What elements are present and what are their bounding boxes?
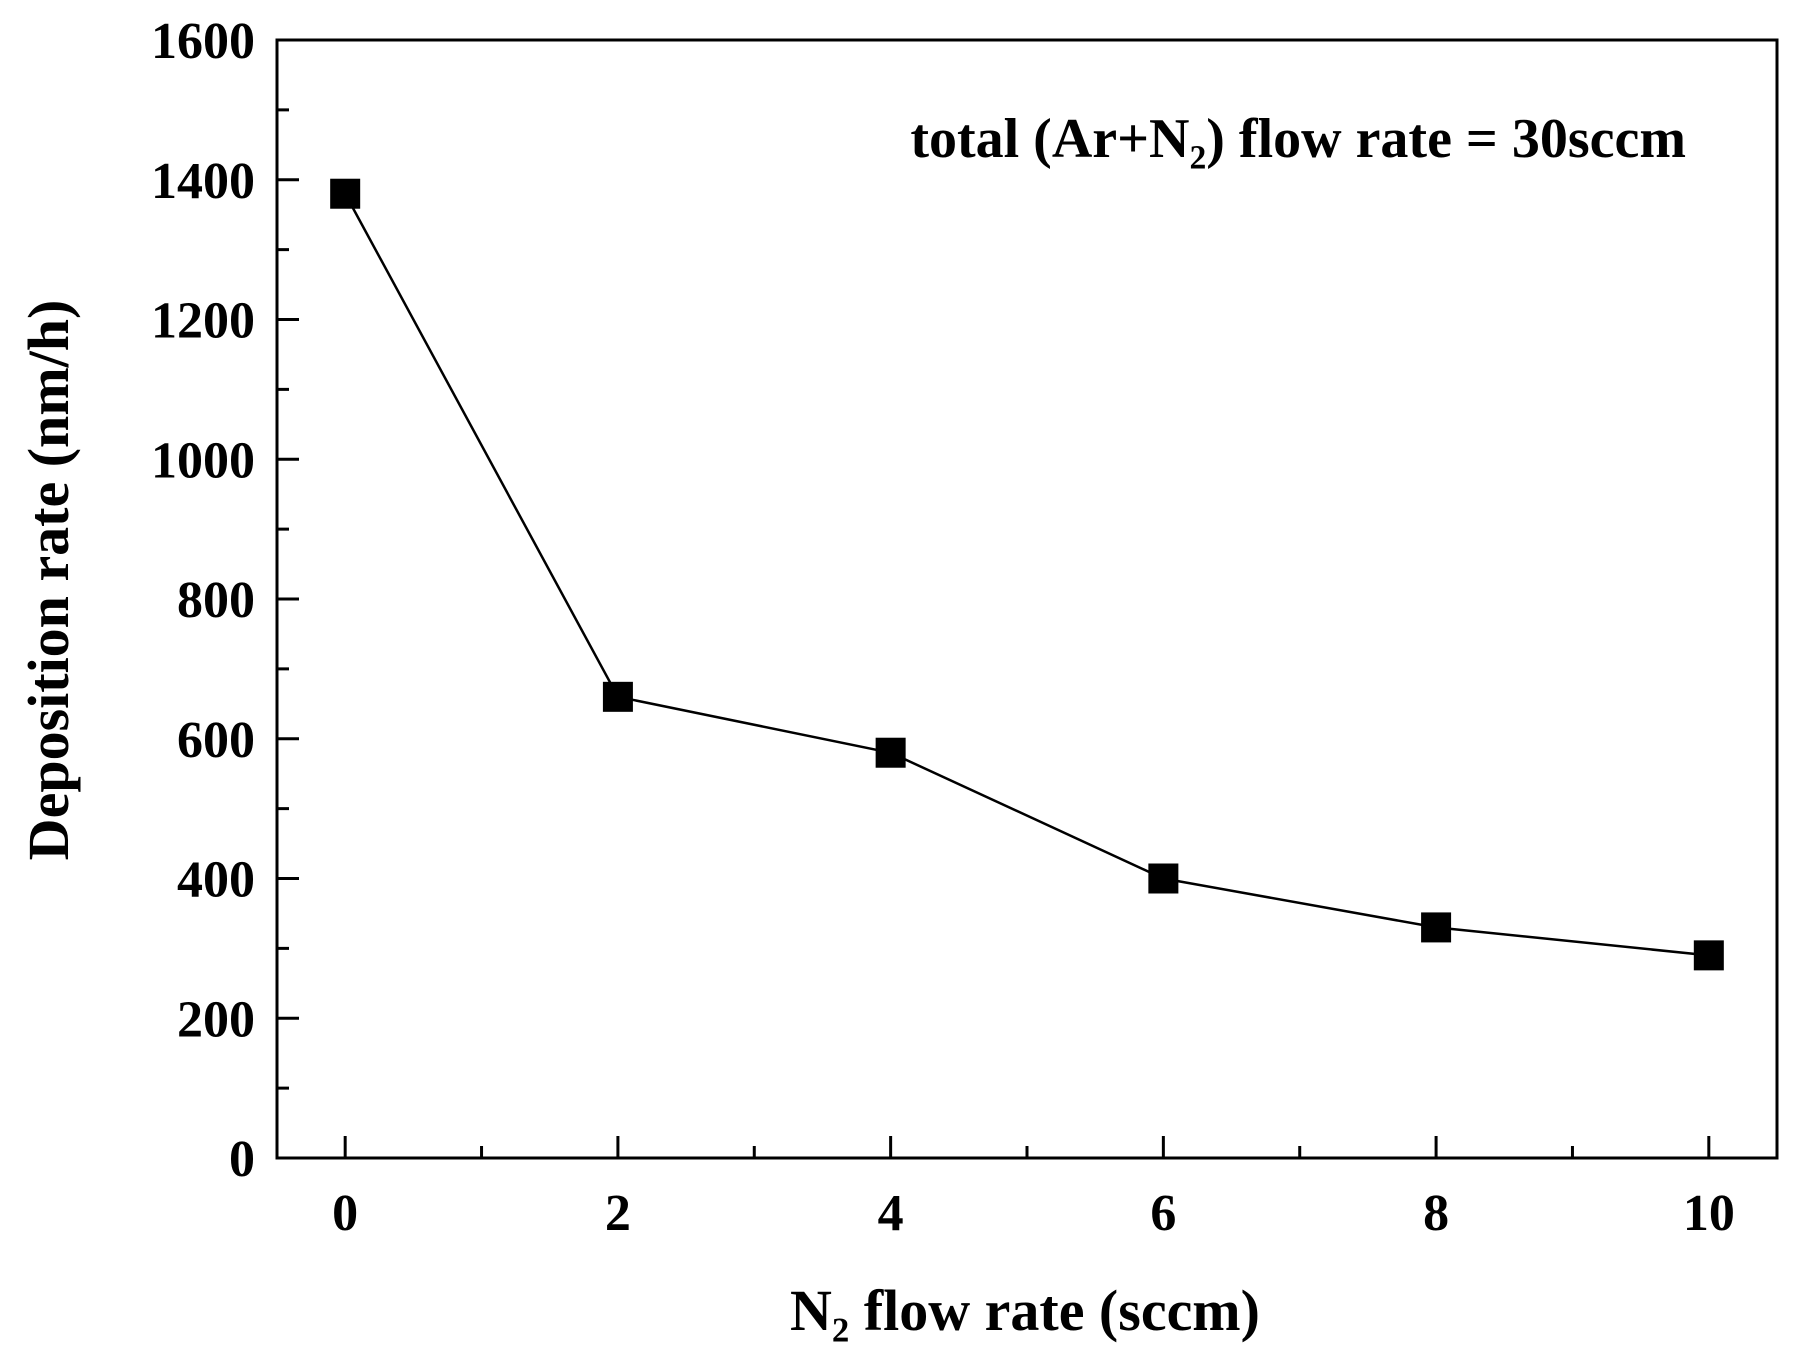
data-point-marker <box>330 178 361 209</box>
y-tick-label: 1400 <box>151 153 255 210</box>
y-tick-label: 1000 <box>151 432 255 489</box>
minor-ticks <box>277 108 1574 1158</box>
x-axis-tick-labels: 0 2 4 6 8 10 <box>332 1185 1735 1242</box>
y-tick-label: 200 <box>177 991 255 1048</box>
y-tick-label: 0 <box>229 1131 255 1188</box>
series-line <box>344 193 1709 957</box>
y-tick-label: 1200 <box>151 293 255 350</box>
y-tick-label: 400 <box>177 852 255 909</box>
data-point-marker <box>1148 863 1179 894</box>
data-point-marker <box>875 737 906 768</box>
y-axis-title: Deposition rate (nm/h) <box>16 300 81 861</box>
y-tick-label: 1600 <box>151 13 255 70</box>
data-point-marker <box>1693 940 1724 971</box>
x-tick-label: 0 <box>332 1185 358 1242</box>
x-tick-label: 2 <box>605 1185 631 1242</box>
data-series <box>330 178 1724 971</box>
flow-rate-annotation: total (Ar+N₂) flow rate = 30sccm <box>910 108 1686 170</box>
x-tick-label: 4 <box>878 1185 904 1242</box>
y-tick-label: 600 <box>177 712 255 769</box>
plot-frame <box>275 38 1779 1160</box>
data-point-marker <box>602 681 633 712</box>
data-point-marker <box>1421 912 1452 943</box>
x-axis-title: N₂ flow rate (sccm) <box>790 1278 1260 1343</box>
x-tick-label: 10 <box>1683 1185 1735 1242</box>
y-tick-label: 800 <box>177 572 255 629</box>
y-axis-tick-labels: 0 200 400 600 800 1000 1200 1400 1600 <box>151 13 255 1188</box>
x-tick-label: 8 <box>1423 1185 1449 1242</box>
x-tick-label: 6 <box>1150 1185 1176 1242</box>
